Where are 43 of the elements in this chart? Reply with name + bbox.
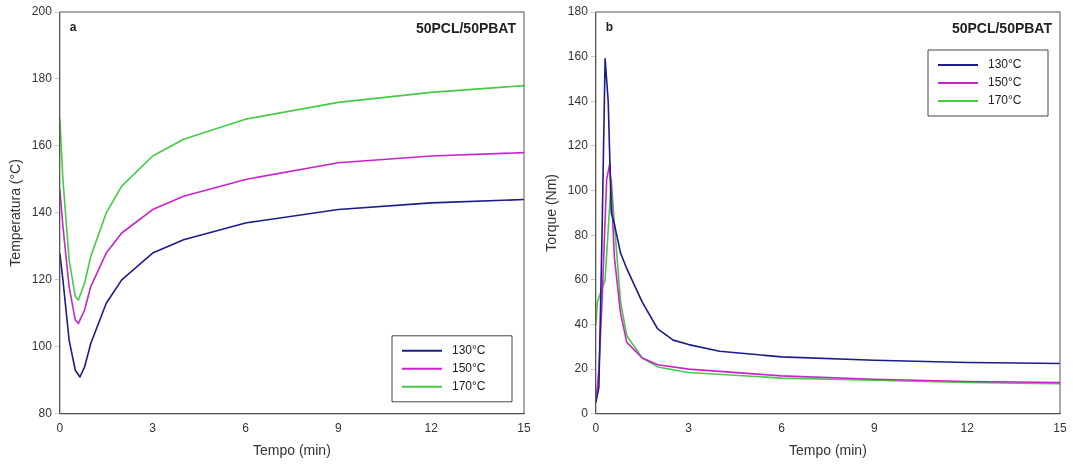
y-tick-label: 20 (574, 361, 589, 376)
y-axis-title: Temperatura (°C) (7, 159, 24, 267)
x-axis-title: Tempo (min) (253, 442, 331, 459)
y-tick-label: 40 (574, 316, 589, 331)
x-tick-label: 6 (778, 421, 786, 436)
annotation: 50PCL/50PBAT (415, 19, 517, 36)
y-tick-label: 80 (574, 227, 589, 242)
annotation: 50PCL/50PBAT (951, 19, 1053, 36)
y-tick-label: 200 (31, 4, 53, 19)
x-tick-label: 0 (592, 421, 600, 436)
annotation: b (605, 20, 614, 35)
legend-label: 130°C (452, 343, 486, 358)
legend-label: 170°C (988, 93, 1022, 108)
legend-label: 150°C (988, 75, 1022, 90)
x-tick-label: 12 (960, 421, 975, 436)
x-tick-label: 15 (517, 421, 531, 436)
y-tick-label: 140 (567, 93, 589, 108)
y-tick-label: 120 (567, 138, 589, 153)
x-tick-label: 15 (1053, 421, 1067, 436)
legend-label: 130°C (988, 57, 1022, 72)
x-tick-label: 3 (685, 421, 693, 436)
y-tick-label: 180 (567, 4, 589, 19)
y-tick-label: 100 (567, 182, 589, 197)
x-tick-label: 9 (334, 421, 342, 436)
y-tick-label: 60 (574, 272, 589, 287)
y-tick-label: 160 (31, 138, 53, 153)
y-tick-label: 140 (31, 205, 53, 220)
y-tick-label: 0 (581, 406, 589, 421)
x-tick-label: 6 (242, 421, 250, 436)
y-tick-label: 80 (38, 406, 53, 421)
y-tick-label: 120 (31, 272, 53, 287)
x-tick-label: 0 (56, 421, 64, 436)
x-tick-label: 3 (149, 421, 157, 436)
legend-label: 150°C (452, 361, 486, 376)
y-tick-label: 160 (567, 48, 589, 63)
y-tick-label: 180 (31, 71, 53, 86)
x-axis-title: Tempo (min) (789, 442, 867, 459)
y-axis-title: Torque (Nm) (543, 174, 560, 252)
annotation: a (69, 20, 77, 35)
legend-label: 170°C (452, 379, 486, 394)
y-tick-label: 100 (31, 339, 53, 354)
x-tick-label: 12 (424, 421, 439, 436)
x-tick-label: 9 (870, 421, 878, 436)
